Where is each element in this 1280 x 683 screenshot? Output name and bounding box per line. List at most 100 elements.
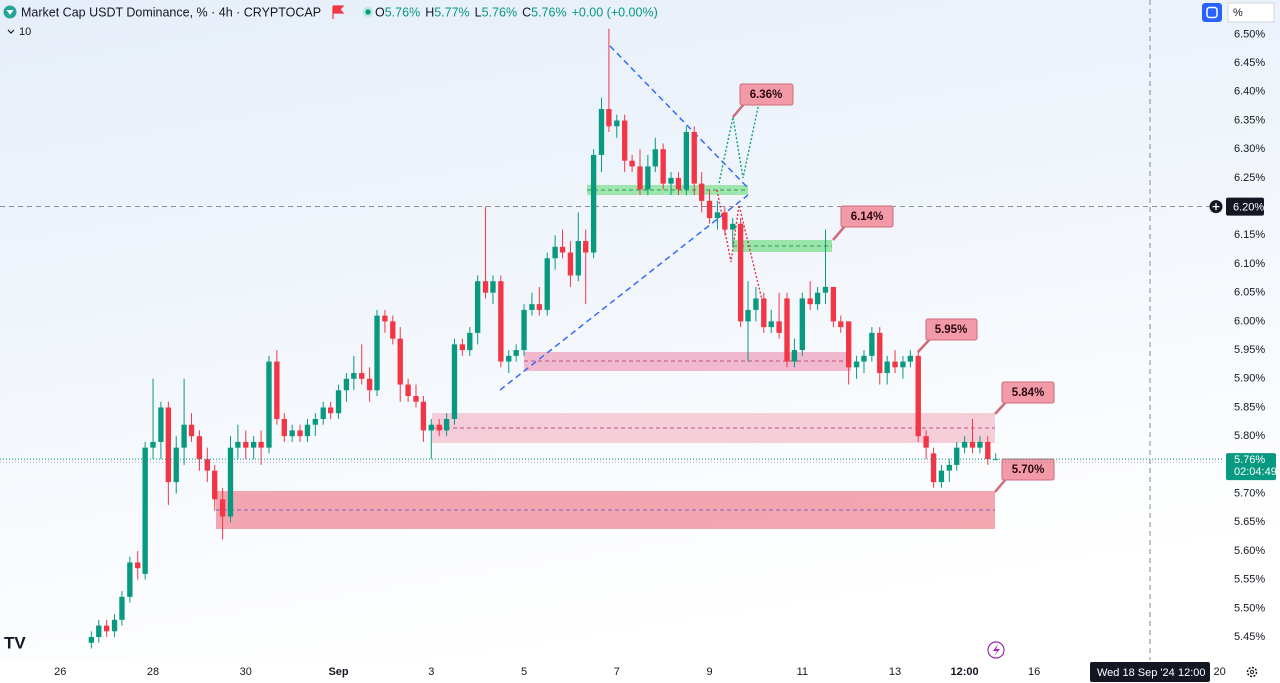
settings-icon[interactable] <box>1246 666 1258 678</box>
status-dot <box>365 9 371 15</box>
candle-body <box>668 177 674 184</box>
candle-body <box>135 562 141 569</box>
candle-body <box>111 619 118 632</box>
time-axis-bg <box>0 660 1280 683</box>
candle-body <box>227 447 234 517</box>
y-tick-label: 6.30% <box>1234 143 1265 155</box>
candle-body <box>188 424 195 437</box>
y-tick-label: 6.40% <box>1234 86 1265 98</box>
flag-icon[interactable] <box>332 5 345 19</box>
candle-body <box>420 401 427 431</box>
ohlc-legend: O 5.76% H 5.77% L 5.76% C 5.76% +0.00 (+0.00%) <box>375 5 658 19</box>
annotation: 5.95% <box>917 318 978 353</box>
candle-body <box>930 453 937 483</box>
candle-body <box>552 246 558 259</box>
candle-body <box>961 441 968 448</box>
crosshair-time: 12:00 <box>1178 667 1206 679</box>
x-tick-label: 11 <box>797 666 808 678</box>
x-tick-label: 13 <box>889 666 901 678</box>
annotation: 5.70% <box>994 458 1055 493</box>
candle-body <box>235 441 241 448</box>
trend-line <box>499 194 749 391</box>
candle-body <box>822 286 829 293</box>
candle-body <box>606 109 612 127</box>
y-tick-label: 5.85% <box>1234 401 1265 413</box>
candle-body <box>443 418 450 431</box>
scale-mode[interactable]: % <box>1233 7 1243 19</box>
crosshair-date-box <box>1090 662 1210 682</box>
candle-body <box>583 241 589 253</box>
candle-body <box>320 407 326 419</box>
symbol-logo-mark <box>6 10 14 15</box>
settings-icon-core <box>1249 669 1255 675</box>
brand-logo[interactable]: TV <box>4 633 26 652</box>
sync-button[interactable] <box>1202 3 1222 22</box>
scale-mode-box[interactable] <box>1227 2 1275 23</box>
x-tick-label: 20 <box>1214 666 1226 678</box>
y-tick-label: 5.95% <box>1234 344 1265 356</box>
candle-body <box>413 396 419 402</box>
x-tick-label: 7 <box>614 666 620 678</box>
candle-body <box>312 418 319 425</box>
candle-body <box>830 286 837 322</box>
candle-body <box>359 373 365 379</box>
candle-body <box>977 441 983 448</box>
candle-body <box>397 338 403 385</box>
indicator-count[interactable]: 10 <box>19 26 31 38</box>
y-tick-label: 5.50% <box>1234 602 1265 614</box>
x-tick-label: 16 <box>1028 666 1040 678</box>
candle-body <box>761 298 767 328</box>
candle-body <box>869 332 875 356</box>
ohlc-change: +0.00 (+0.00%) <box>572 5 658 19</box>
candle-body <box>614 120 620 127</box>
candle-body <box>907 355 914 362</box>
countdown-label: 02:04:49 <box>1234 466 1277 478</box>
last-price-label: 5.76% <box>1234 454 1265 466</box>
candle-body <box>698 183 705 201</box>
candle-body <box>645 166 651 190</box>
y-tick-label: 6.35% <box>1234 114 1265 126</box>
crosshair-price-label: 6.20% <box>1233 202 1264 214</box>
candle-body <box>343 378 350 391</box>
candle-body <box>374 315 380 391</box>
candle-body <box>297 430 303 437</box>
ohlc-value: 5.76% <box>531 5 566 19</box>
candle-body <box>127 562 133 597</box>
candle-body <box>451 344 458 419</box>
candle-body <box>96 625 102 638</box>
candle-body <box>382 315 388 322</box>
y-tick-label: 5.70% <box>1234 487 1265 499</box>
candle-body <box>165 407 172 483</box>
candles <box>88 28 999 649</box>
candle-body <box>459 344 466 351</box>
candle-body <box>683 132 690 190</box>
annotation: 5.84% <box>994 381 1055 415</box>
candle-body <box>327 407 334 414</box>
candle-body <box>212 470 218 500</box>
candle-body <box>861 355 867 362</box>
sync-icon <box>1206 6 1218 19</box>
candle-body <box>103 625 110 632</box>
y-tick-label: 6.50% <box>1234 28 1265 40</box>
x-tick-label: 26 <box>54 666 66 678</box>
candle-body <box>498 281 504 362</box>
candle-body <box>521 309 527 351</box>
candle-body <box>366 378 373 391</box>
annotation-label: 5.70% <box>1012 464 1045 476</box>
candle-body <box>706 200 713 219</box>
candle-body <box>853 361 860 368</box>
y-tick-label: 5.55% <box>1234 574 1265 586</box>
candle-body <box>799 298 805 351</box>
candle-body <box>629 160 635 167</box>
symbol-title[interactable]: Market Cap USDT Dominance, % · 4h · CRYP… <box>21 5 321 19</box>
candle-body <box>428 424 434 431</box>
candle-body <box>351 373 357 379</box>
candle-body <box>274 361 280 419</box>
collapse-icon[interactable] <box>7 29 15 34</box>
candle-body <box>745 309 751 322</box>
candle-body <box>258 441 264 448</box>
candle-body <box>598 109 605 155</box>
candle-body <box>281 418 287 437</box>
candle-body <box>675 177 682 190</box>
